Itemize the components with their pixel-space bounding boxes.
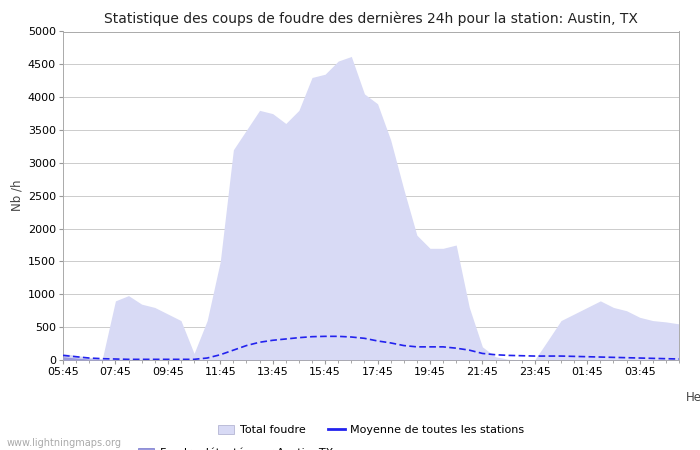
Legend: Foudre détectée par Austin, TX: Foudre détectée par Austin, TX [133,443,337,450]
Y-axis label: Nb /h: Nb /h [10,180,24,211]
Text: www.lightningmaps.org: www.lightningmaps.org [7,438,122,448]
Text: Heure: Heure [686,391,700,404]
Title: Statistique des coups de foudre des dernières 24h pour la station: Austin, TX: Statistique des coups de foudre des dern… [104,12,638,26]
